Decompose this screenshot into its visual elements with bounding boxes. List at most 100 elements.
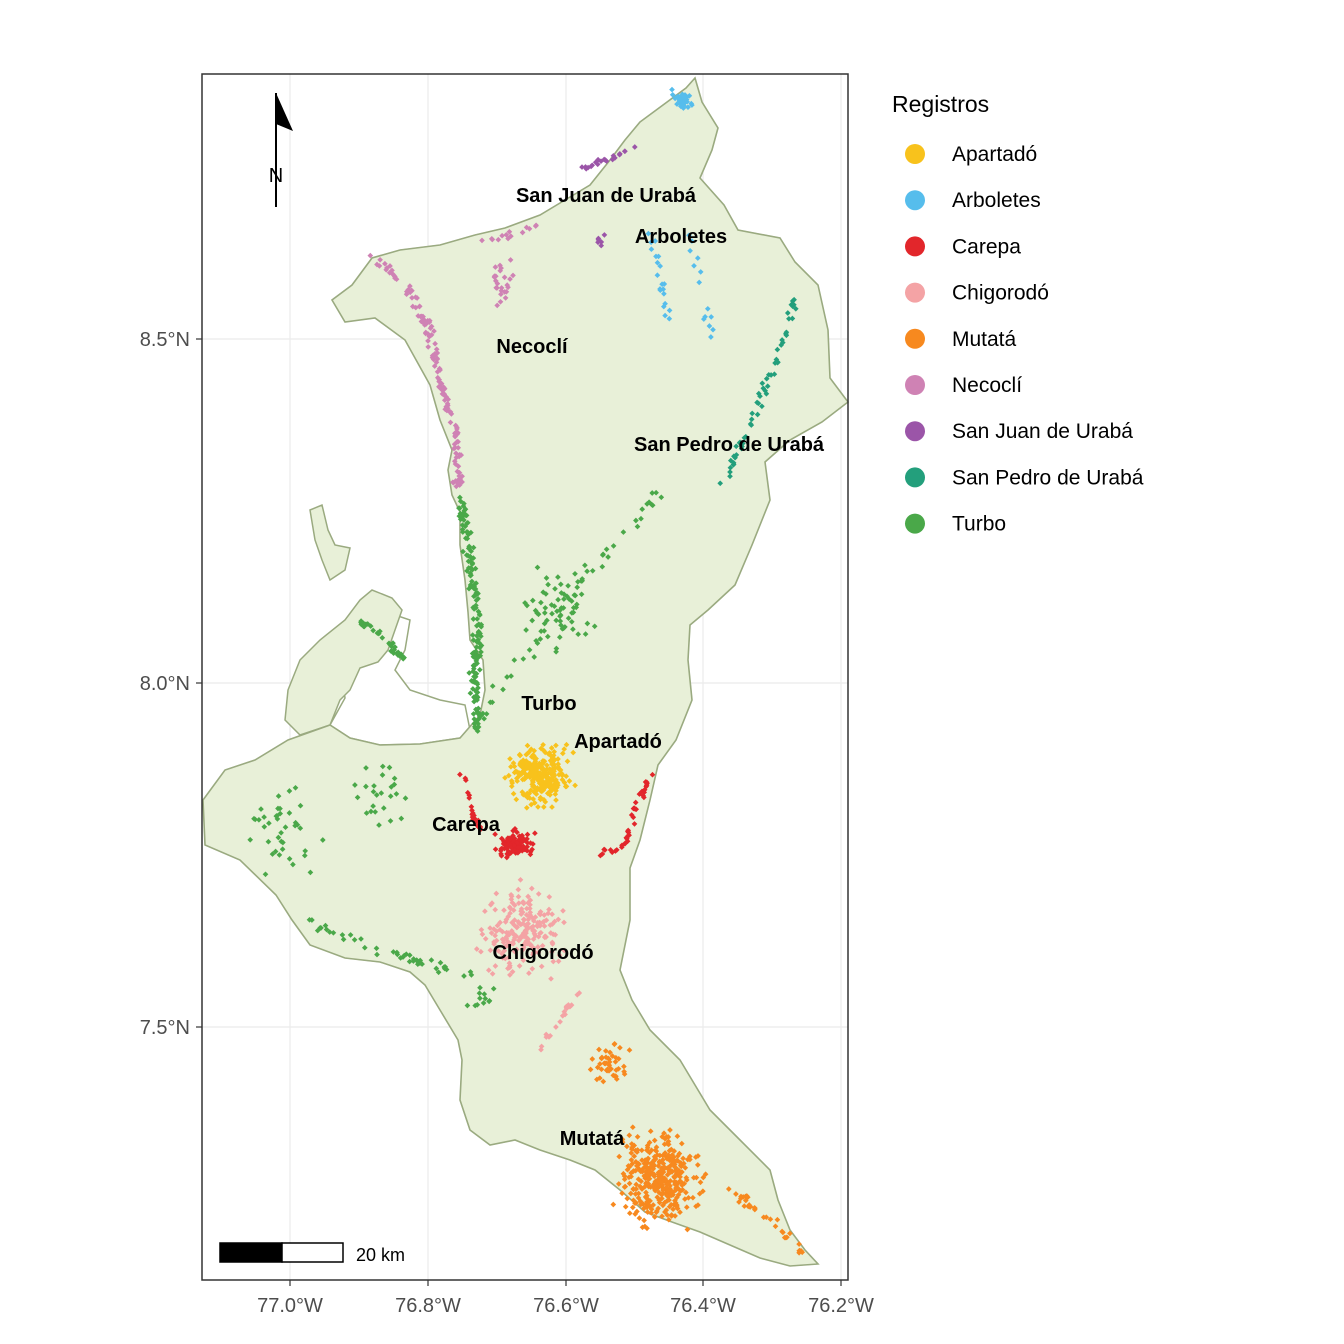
record-point	[275, 793, 282, 799]
record-point	[648, 246, 655, 253]
record-point	[771, 371, 778, 378]
record-point	[533, 755, 539, 762]
record-point	[741, 434, 748, 441]
record-point	[425, 344, 432, 350]
record-point	[452, 430, 458, 437]
record-point	[675, 1191, 682, 1198]
record-point	[639, 1224, 646, 1231]
record-point	[742, 1197, 749, 1204]
record-point	[505, 965, 511, 972]
record-point	[443, 403, 450, 410]
record-point	[326, 929, 333, 935]
record-point	[799, 1249, 806, 1256]
record-point	[372, 809, 379, 815]
record-point	[470, 637, 477, 643]
record-point	[619, 1136, 626, 1143]
record-point	[508, 673, 514, 679]
record-point	[658, 494, 665, 501]
record-point	[523, 905, 530, 912]
record-point	[603, 1060, 609, 1066]
legend-label: Necoclí	[952, 374, 1022, 397]
record-point	[669, 1161, 676, 1168]
record-point	[460, 509, 467, 516]
record-point	[553, 648, 559, 655]
record-point	[286, 855, 293, 862]
record-point	[394, 951, 401, 958]
record-point	[552, 585, 558, 592]
record-point	[441, 392, 448, 398]
record-point	[575, 578, 581, 585]
record-point	[717, 480, 724, 487]
record-point	[513, 924, 520, 931]
record-point	[545, 910, 551, 917]
record-point	[550, 958, 557, 965]
record-point	[453, 450, 459, 457]
record-point	[262, 871, 269, 878]
record-point	[642, 1193, 649, 1200]
record-point	[603, 546, 610, 553]
record-point	[477, 984, 483, 991]
x-tick-label: 76.2°W	[808, 1295, 874, 1317]
record-point	[640, 1165, 646, 1172]
record-point	[546, 784, 553, 791]
record-point	[555, 958, 562, 965]
x-tick-label: 76.8°W	[395, 1295, 461, 1317]
legend-label: Carepa	[952, 235, 1021, 258]
record-point	[642, 1168, 649, 1175]
record-point	[256, 816, 262, 823]
record-point	[519, 776, 526, 783]
record-point	[619, 1190, 625, 1197]
record-point	[466, 585, 472, 592]
panel-border	[201, 73, 849, 1281]
record-point	[261, 823, 268, 830]
record-point	[515, 893, 522, 900]
record-point	[748, 416, 755, 423]
record-point	[526, 647, 533, 653]
record-point	[612, 1058, 619, 1065]
record-point	[470, 810, 476, 816]
record-point	[741, 1203, 748, 1209]
record-point	[657, 263, 664, 269]
record-point	[661, 281, 668, 287]
record-point	[508, 783, 515, 790]
record-point	[551, 748, 558, 755]
record-point	[598, 242, 605, 249]
record-point	[561, 746, 568, 752]
record-point	[469, 578, 475, 585]
record-point	[557, 613, 563, 620]
record-point	[605, 554, 611, 560]
record-point	[447, 419, 454, 426]
x-tick-label: 76.6°W	[533, 1295, 599, 1317]
record-point	[464, 1002, 471, 1009]
record-point	[555, 756, 561, 762]
record-point	[524, 843, 531, 850]
record-point	[462, 523, 469, 530]
record-point	[557, 618, 564, 624]
record-point	[508, 844, 514, 851]
record-point	[373, 945, 380, 952]
legend-key	[905, 282, 925, 303]
record-point	[786, 315, 792, 322]
record-point	[477, 644, 483, 651]
record-point	[629, 1144, 635, 1151]
record-point	[610, 543, 617, 549]
record-point	[501, 841, 507, 848]
record-point	[470, 555, 477, 561]
record-point	[470, 616, 477, 622]
record-point	[759, 403, 765, 410]
record-point	[508, 891, 514, 898]
record-point	[515, 937, 522, 944]
record-point	[569, 610, 575, 616]
record-point	[725, 1186, 732, 1192]
record-point	[340, 936, 347, 943]
record-point	[763, 375, 770, 382]
record-point	[479, 237, 485, 244]
record-point	[492, 906, 499, 913]
record-point	[662, 1135, 668, 1142]
record-point	[594, 1064, 601, 1071]
legend-key	[905, 144, 925, 164]
record-point	[453, 454, 460, 461]
record-point	[610, 1201, 617, 1208]
record-point	[694, 1162, 701, 1168]
record-point	[624, 1143, 630, 1150]
